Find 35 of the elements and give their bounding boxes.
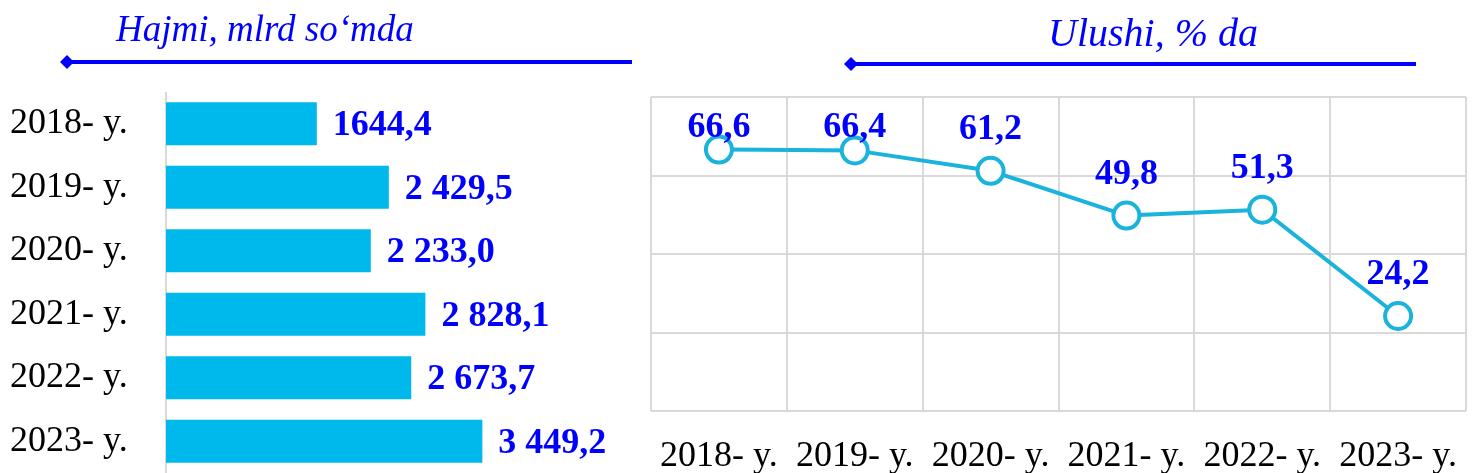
x-tick-label: 2019- y. xyxy=(795,434,914,473)
data-label: 24,2 xyxy=(1366,252,1430,293)
bar xyxy=(166,165,389,209)
data-label: 2 828,1 xyxy=(441,293,550,334)
data-label: 66,6 xyxy=(687,105,751,145)
y-tick-label: 2022- y. xyxy=(10,355,128,396)
data-label: 2 673,7 xyxy=(427,357,536,398)
data-label: 51,3 xyxy=(1230,145,1294,186)
y-tick-label: 2021- y. xyxy=(10,291,128,332)
bar xyxy=(166,419,483,463)
x-tick-label: 2020- y. xyxy=(931,434,1050,473)
point xyxy=(975,155,1006,186)
y-tick-label: 2019- y. xyxy=(10,164,128,205)
point xyxy=(1111,200,1142,231)
data-label: 61,2 xyxy=(959,106,1023,147)
y-tick-label: 2018- y. xyxy=(10,101,128,142)
point xyxy=(1247,194,1278,225)
data-label: 3 449,2 xyxy=(498,420,607,461)
x-tick-label: 2021- y. xyxy=(1067,434,1186,473)
data-label: 2 429,5 xyxy=(404,166,513,207)
bar xyxy=(166,102,317,146)
bar xyxy=(166,292,426,336)
point xyxy=(1383,301,1414,332)
y-tick-label: 2020- y. xyxy=(10,228,128,269)
bar xyxy=(166,356,412,400)
x-tick-label: 2022- y. xyxy=(1203,434,1322,473)
chart-title: Ulushi, % da xyxy=(1048,10,1258,55)
data-label: 1644,4 xyxy=(332,103,432,144)
data-label: 49,8 xyxy=(1094,151,1158,192)
chart-title: Hajmi, mlrd so‘mda xyxy=(116,8,414,50)
bar xyxy=(166,229,371,273)
x-tick-label: 2018- y. xyxy=(660,434,778,473)
data-label: 2 233,0 xyxy=(386,230,495,271)
data-label: 66,4 xyxy=(823,105,887,145)
x-tick-label: 2023- y. xyxy=(1339,434,1457,473)
